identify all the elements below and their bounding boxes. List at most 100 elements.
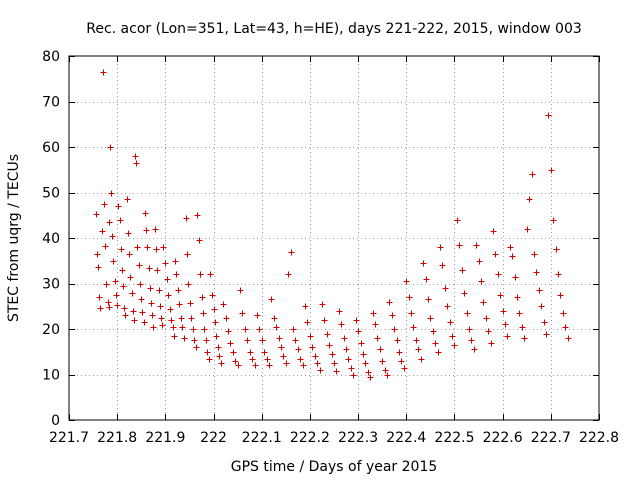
data-point	[372, 321, 379, 328]
data-point	[132, 153, 139, 160]
data-point	[181, 335, 188, 342]
data-point	[150, 324, 157, 331]
x-ticks: 221.7 221.8 221.9 222 222.1 222.2 222.3 222.4 22…	[49, 56, 619, 446]
data-point	[374, 335, 381, 342]
data-point	[106, 304, 113, 311]
data-point	[159, 322, 166, 329]
data-point	[171, 333, 178, 340]
data-point	[223, 315, 230, 322]
data-point	[391, 326, 398, 333]
data-point	[110, 258, 117, 265]
data-point	[100, 69, 107, 76]
data-point	[261, 349, 268, 356]
data-point	[548, 167, 555, 174]
data-point	[283, 360, 290, 367]
data-point	[121, 305, 128, 312]
y-tick-label: 60	[42, 140, 60, 156]
data-point	[541, 319, 548, 326]
data-point	[553, 246, 560, 253]
data-point	[557, 292, 564, 299]
y-axis-label: STEC from uqrg / TECUs	[6, 154, 22, 322]
data-point	[194, 212, 201, 219]
data-point	[271, 315, 278, 322]
data-point	[495, 271, 502, 278]
y-ticks: 0 10 20 30 40 50 60 70 80	[42, 49, 599, 429]
data-point	[379, 358, 386, 365]
data-point	[216, 353, 223, 360]
data-point	[312, 353, 319, 360]
data-point	[96, 294, 103, 301]
data-point	[204, 349, 211, 356]
data-point	[126, 251, 133, 258]
data-point	[406, 294, 413, 301]
data-point	[297, 356, 304, 363]
y-tick-label: 30	[42, 277, 60, 293]
data-point	[108, 190, 115, 197]
data-point	[213, 333, 220, 340]
data-point	[394, 337, 401, 344]
data-point	[471, 346, 478, 353]
data-point	[107, 144, 114, 151]
data-point	[550, 217, 557, 224]
data-point	[175, 287, 182, 294]
data-point	[398, 358, 405, 365]
data-point	[120, 283, 127, 290]
data-point	[142, 210, 149, 217]
data-point	[164, 276, 171, 283]
data-point	[439, 262, 446, 269]
data-point	[319, 301, 326, 308]
data-point	[173, 271, 180, 278]
data-point	[199, 294, 206, 301]
data-point	[185, 281, 192, 288]
data-point	[413, 337, 420, 344]
data-point	[183, 215, 190, 222]
data-point	[256, 326, 263, 333]
data-point	[309, 344, 316, 351]
data-point	[129, 290, 136, 297]
data-point	[109, 233, 116, 240]
data-point	[259, 337, 266, 344]
data-point	[502, 321, 509, 328]
x-tick-label: 222.1	[242, 430, 282, 446]
data-point	[447, 319, 454, 326]
data-point	[492, 251, 499, 258]
data-point	[500, 308, 507, 315]
data-point	[285, 271, 292, 278]
data-point	[326, 342, 333, 349]
data-point	[341, 335, 348, 342]
data-point	[157, 303, 164, 310]
grid-lines	[69, 56, 599, 420]
x-tick-label: 222.5	[434, 430, 474, 446]
data-point	[410, 324, 417, 331]
data-point	[160, 244, 167, 251]
data-point	[415, 346, 422, 353]
data-point	[197, 271, 204, 278]
data-point	[127, 274, 134, 281]
data-point	[99, 228, 106, 235]
data-point	[190, 326, 197, 333]
data-point	[93, 211, 100, 218]
data-point	[112, 278, 119, 285]
data-point	[478, 278, 485, 285]
data-point	[533, 269, 540, 276]
data-point	[329, 351, 336, 358]
data-point	[125, 230, 132, 237]
data-point	[215, 344, 222, 351]
data-point	[543, 331, 550, 338]
data-point	[333, 368, 340, 375]
data-point	[94, 251, 101, 258]
data-point	[365, 369, 372, 376]
data-point	[418, 356, 425, 363]
data-point	[377, 346, 384, 353]
y-tick-label: 50	[42, 186, 60, 202]
data-point	[348, 365, 355, 372]
data-point	[119, 267, 126, 274]
data-point	[362, 360, 369, 367]
data-point	[276, 335, 283, 342]
data-point	[239, 310, 246, 317]
data-point	[317, 367, 324, 374]
data-point	[444, 303, 451, 310]
data-point	[468, 337, 475, 344]
data-point	[355, 328, 362, 335]
